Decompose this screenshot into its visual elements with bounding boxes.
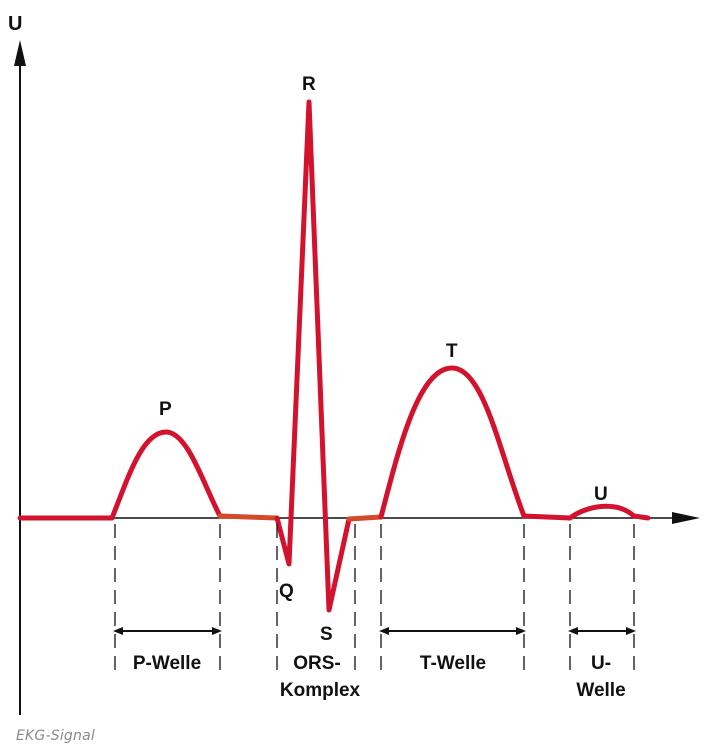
figure-caption: EKG-Signal xyxy=(16,728,95,744)
tu-segment xyxy=(521,513,573,521)
qrs-label-line2: Komplex xyxy=(280,680,361,701)
qrs-complex xyxy=(274,99,352,613)
wave-label-t: T xyxy=(446,341,458,362)
st-segment xyxy=(346,514,384,522)
u-wave xyxy=(567,503,651,521)
u-welle-label-line1: U- xyxy=(591,653,611,674)
p-welle-label: P-Welle xyxy=(133,653,201,674)
wave-label-q: Q xyxy=(279,581,294,602)
p-wave xyxy=(109,429,223,521)
wave-label-r: R xyxy=(302,74,316,95)
qrs-label-line1: ORS- xyxy=(293,653,341,674)
t-welle-label: T-Welle xyxy=(420,653,486,674)
y-axis-arrow-icon xyxy=(14,40,26,66)
pr-segment xyxy=(217,513,280,521)
t-wave xyxy=(378,365,527,520)
wave-label-p: P xyxy=(159,399,172,420)
ecg-signal xyxy=(17,99,651,613)
u-welle-label-line2: Welle xyxy=(576,680,625,701)
x-axis-arrow-icon xyxy=(672,512,700,524)
axis-label-u: U xyxy=(8,13,22,35)
wave-label-u: U xyxy=(594,484,608,505)
segment-boundaries xyxy=(114,524,635,672)
wave-label-s: S xyxy=(320,624,333,645)
